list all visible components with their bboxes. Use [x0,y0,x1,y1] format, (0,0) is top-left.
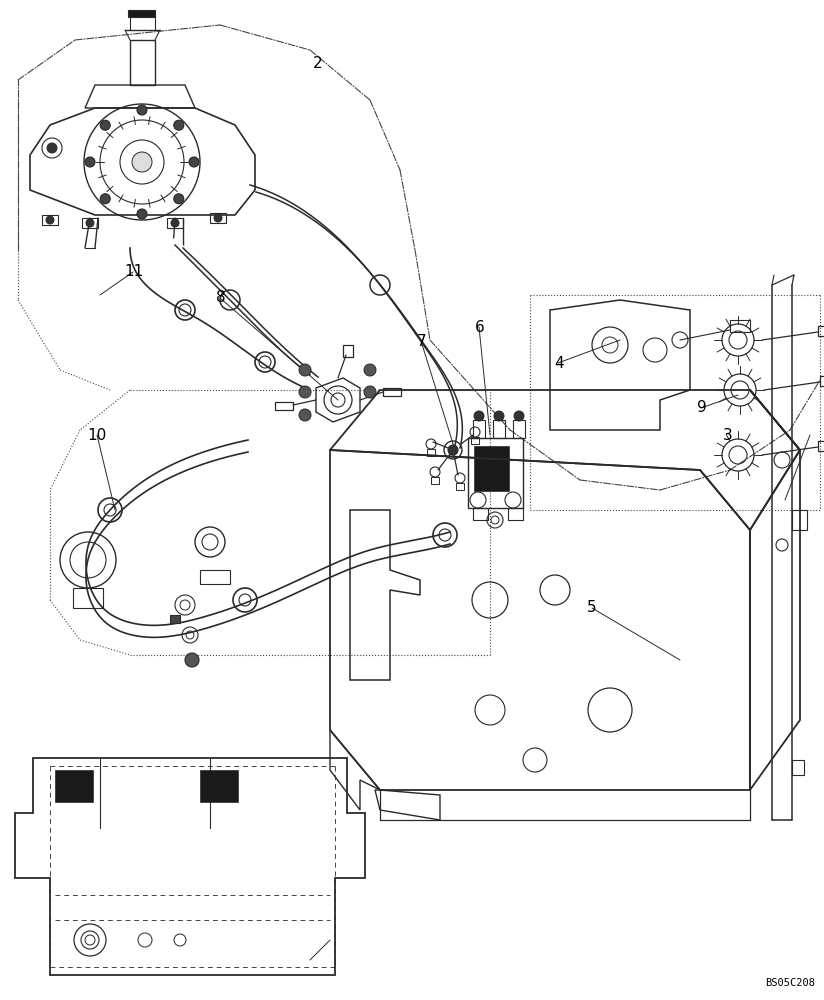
Text: BS05C208: BS05C208 [765,978,815,988]
Bar [493,420,505,438]
Bar [343,345,353,357]
Circle shape [189,157,199,167]
Circle shape [299,409,311,421]
Bar [468,438,523,508]
Bar [167,218,183,228]
Circle shape [47,143,57,153]
Circle shape [214,214,222,222]
Text: 8: 8 [216,290,226,306]
Bar [200,770,238,802]
Bar [818,326,824,336]
Bar [200,570,230,584]
Bar [42,215,58,225]
Bar [513,420,525,438]
Bar [128,10,155,17]
Text: 3: 3 [723,428,733,442]
Text: 4: 4 [554,356,564,370]
Circle shape [364,386,376,398]
Circle shape [137,105,147,115]
Text: 10: 10 [87,428,107,442]
Circle shape [514,411,524,421]
Circle shape [494,411,504,421]
Bar [792,760,804,775]
Text: 5: 5 [587,600,597,615]
Bar [130,40,155,85]
Circle shape [174,120,184,130]
Bar [730,320,750,332]
Circle shape [46,216,54,224]
Text: 11: 11 [124,264,143,279]
Circle shape [101,194,110,204]
Bar [431,477,439,484]
Circle shape [448,445,458,455]
Bar [473,508,488,520]
Text: 7: 7 [417,334,427,349]
Circle shape [364,364,376,376]
Circle shape [185,653,199,667]
Bar [383,388,401,396]
Circle shape [174,194,184,204]
Text: 6: 6 [475,320,485,334]
Circle shape [299,386,311,398]
Circle shape [474,411,484,421]
Circle shape [171,219,179,227]
Text: 2: 2 [312,55,322,70]
Bar [818,441,824,451]
Bar [792,510,807,530]
Bar [473,420,485,438]
Bar [471,437,479,444]
Circle shape [85,157,95,167]
Bar [55,770,93,802]
Bar [275,402,293,410]
Bar [82,218,98,228]
Circle shape [299,364,311,376]
Bar [73,588,103,608]
Circle shape [101,120,110,130]
Bar [508,508,523,520]
Circle shape [137,209,147,219]
Bar [456,483,464,490]
Bar [170,615,180,623]
Circle shape [132,152,152,172]
Text: 9: 9 [697,400,707,416]
Bar [427,449,435,456]
Bar [474,446,509,491]
Circle shape [86,219,94,227]
Bar [210,213,226,223]
Bar [820,376,824,386]
